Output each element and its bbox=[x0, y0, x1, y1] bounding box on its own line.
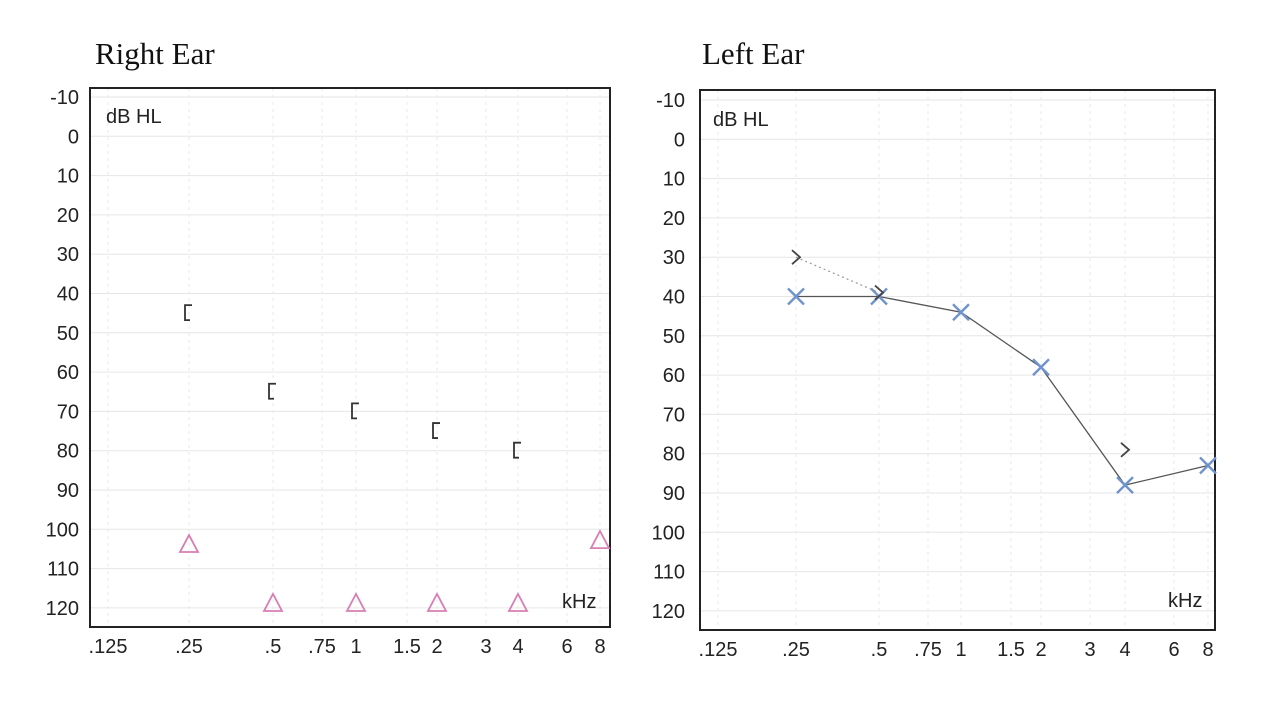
triangle-marker bbox=[345, 592, 367, 612]
y-tick-label: 60 bbox=[663, 365, 685, 387]
x-tick-label: .25 bbox=[175, 636, 203, 658]
y-tick-label: 80 bbox=[663, 444, 685, 466]
x-axis-unit-label: kHz bbox=[1168, 590, 1202, 612]
x-tick-label: .75 bbox=[914, 639, 942, 661]
y-tick-label: 100 bbox=[652, 522, 685, 544]
x-tick-label: .25 bbox=[782, 639, 810, 661]
triangle-marker bbox=[589, 529, 611, 549]
y-tick-label: 90 bbox=[663, 483, 685, 505]
y-tick-label: 80 bbox=[57, 441, 79, 463]
x-tick-label: .5 bbox=[265, 636, 282, 658]
y-tick-label: -10 bbox=[50, 87, 79, 109]
x-tick-label: 6 bbox=[561, 636, 572, 658]
air-conduction-x-marker bbox=[787, 287, 805, 306]
y-tick-label: 0 bbox=[674, 129, 685, 151]
x-tick-label: 6 bbox=[1168, 639, 1179, 661]
x-tick-label: 3 bbox=[1084, 639, 1095, 661]
x-axis-unit-label: kHz bbox=[562, 591, 596, 613]
plot-frame bbox=[89, 87, 611, 628]
y-tick-label: 40 bbox=[663, 287, 685, 309]
x-tick-label: .75 bbox=[308, 636, 336, 658]
x-tick-label: 1 bbox=[350, 636, 361, 658]
y-tick-label: 120 bbox=[652, 601, 685, 623]
y-tick-label: 30 bbox=[57, 244, 79, 266]
y-axis-unit-label: dB HL bbox=[106, 106, 162, 128]
y-tick-label: 90 bbox=[57, 480, 79, 502]
y-tick-label: 50 bbox=[663, 326, 685, 348]
x-tick-label: 4 bbox=[1119, 639, 1130, 661]
bone-conduction-marker bbox=[351, 402, 359, 420]
series-line bbox=[795, 256, 880, 294]
x-tick-label: .125 bbox=[89, 636, 128, 658]
air-conduction-x-marker bbox=[952, 303, 970, 322]
series-line bbox=[796, 295, 1209, 486]
masked-bone-marker bbox=[791, 249, 802, 265]
y-tick-label: -10 bbox=[656, 90, 685, 112]
y-tick-label: 20 bbox=[663, 208, 685, 230]
x-tick-label: 3 bbox=[480, 636, 491, 658]
plot-frame bbox=[699, 89, 1216, 631]
x-tick-label: 2 bbox=[1035, 639, 1046, 661]
triangle-marker bbox=[262, 592, 284, 612]
x-tick-label: 1.5 bbox=[997, 639, 1025, 661]
bone-conduction-marker bbox=[513, 441, 521, 459]
x-tick-label: 8 bbox=[594, 636, 605, 658]
air-conduction-x-marker bbox=[1199, 456, 1217, 475]
y-tick-label: 60 bbox=[57, 362, 79, 384]
air-conduction-x-marker bbox=[1116, 476, 1134, 494]
bone-conduction-marker bbox=[184, 304, 192, 322]
x-tick-label: 4 bbox=[512, 636, 523, 658]
y-tick-label: 40 bbox=[57, 284, 79, 306]
triangle-marker bbox=[426, 592, 448, 612]
left-ear-title: Left Ear bbox=[702, 36, 805, 71]
y-tick-label: 100 bbox=[46, 519, 79, 541]
triangle-marker bbox=[178, 533, 200, 553]
right-ear-title: Right Ear bbox=[95, 36, 215, 71]
y-tick-label: 70 bbox=[663, 404, 685, 426]
y-tick-label: 0 bbox=[68, 126, 79, 148]
y-tick-label: 10 bbox=[57, 166, 79, 188]
masked-bone-marker bbox=[1120, 442, 1131, 458]
x-tick-label: 1.5 bbox=[393, 636, 421, 658]
audiogram-left: -10 0 10 20 30 40 50 60 70 80 90 100 110 120 .125 .25 .5… bbox=[652, 89, 1217, 661]
audiogram-right: -10 0 10 20 30 40 50 60 70 80 90 100 110 120 .125 .25 .5… bbox=[46, 87, 611, 658]
masked-bone-marker bbox=[874, 284, 885, 301]
x-tick-label: 1 bbox=[955, 639, 966, 661]
y-tick-label: 20 bbox=[57, 205, 79, 227]
y-tick-label: 120 bbox=[46, 598, 79, 620]
y-tick-label: 10 bbox=[663, 169, 685, 191]
triangle-marker bbox=[507, 592, 529, 612]
y-tick-label: 30 bbox=[663, 247, 685, 269]
y-tick-label: 50 bbox=[57, 323, 79, 345]
air-conduction-x-marker bbox=[1032, 358, 1050, 377]
x-tick-label: .5 bbox=[871, 639, 888, 661]
y-tick-label: 70 bbox=[57, 401, 79, 423]
bone-conduction-marker bbox=[268, 382, 276, 400]
bone-conduction-marker bbox=[432, 422, 440, 439]
y-tick-label: 110 bbox=[47, 559, 79, 581]
x-tick-label: 8 bbox=[1202, 639, 1213, 661]
x-tick-label: .125 bbox=[699, 639, 738, 661]
y-tick-label: 110 bbox=[653, 562, 685, 584]
x-tick-label: 2 bbox=[431, 636, 442, 658]
y-axis-unit-label: dB HL bbox=[713, 109, 769, 131]
